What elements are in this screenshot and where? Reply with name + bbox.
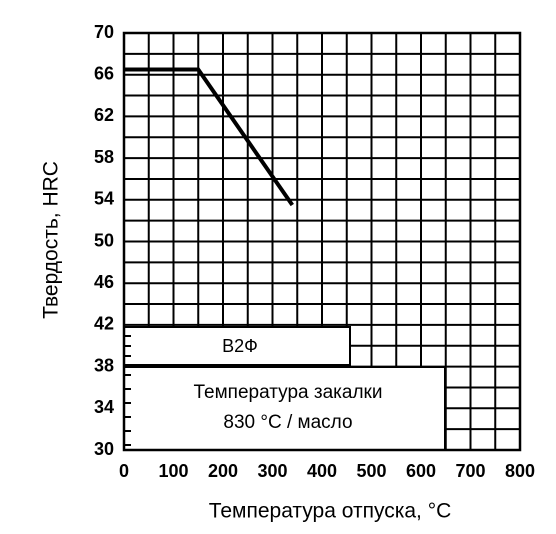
y-tick-label: 38 bbox=[94, 355, 114, 375]
x-tick-label: 600 bbox=[406, 461, 436, 481]
y-tick-label: 42 bbox=[94, 314, 114, 334]
y-tick-label: 30 bbox=[94, 439, 114, 459]
series-label: В2Ф bbox=[222, 336, 258, 356]
x-tick-label: 500 bbox=[356, 461, 386, 481]
annotation: 830 °C / масло bbox=[223, 412, 352, 433]
y-tick-label: 62 bbox=[94, 105, 114, 125]
x-tick-label: 800 bbox=[505, 461, 535, 481]
annotation-box bbox=[123, 366, 446, 451]
x-axis-label: Температура отпуска, °C bbox=[209, 500, 452, 523]
x-tick-label: 700 bbox=[455, 461, 485, 481]
y-tick-label: 46 bbox=[94, 272, 114, 292]
data-line bbox=[124, 67, 294, 207]
y-tick-label: 70 bbox=[94, 22, 114, 42]
y-axis-label: Твердость, HRC bbox=[40, 161, 63, 319]
y-tick-label: 66 bbox=[94, 63, 114, 83]
y-tick-label: 50 bbox=[94, 230, 114, 250]
x-tick-label: 300 bbox=[257, 461, 287, 481]
y-tick-label: 34 bbox=[94, 397, 114, 417]
x-tick-label: 200 bbox=[208, 461, 238, 481]
annotation: Температура закалки bbox=[194, 382, 383, 403]
x-tick-label: 100 bbox=[158, 461, 188, 481]
x-tick-label: 0 bbox=[119, 461, 129, 481]
plot-frame bbox=[122, 31, 522, 452]
x-tick-label: 400 bbox=[307, 461, 337, 481]
y-tick-label: 54 bbox=[94, 189, 114, 209]
y-tick-label: 58 bbox=[94, 147, 114, 167]
